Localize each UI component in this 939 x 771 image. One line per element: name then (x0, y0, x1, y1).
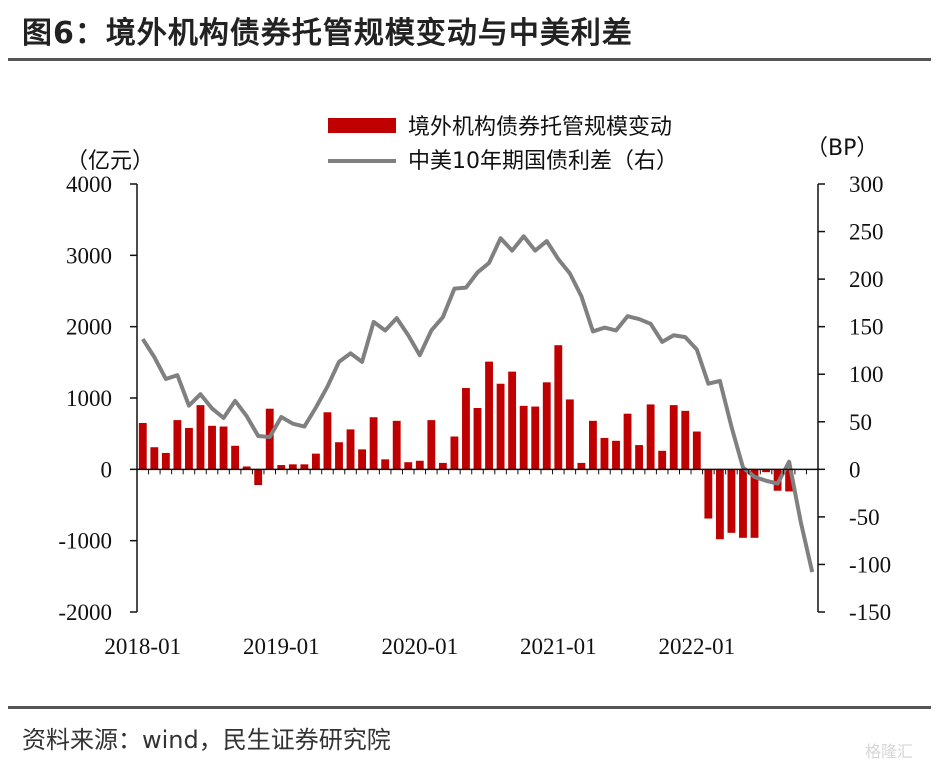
bar-2020-06 (473, 407, 482, 470)
left-tick-label: 4000 (66, 172, 112, 197)
right-tick-label: 200 (849, 267, 884, 292)
bar-2021-05 (600, 437, 609, 470)
right-tick-label: 50 (849, 410, 872, 435)
bar-2020-05 (462, 388, 470, 470)
bar-2018-05 (185, 427, 193, 470)
bar-2019-06 (335, 442, 343, 470)
bar-2018-02 (150, 447, 159, 470)
bar-2019-02 (288, 464, 297, 470)
bar-2018-10 (242, 466, 251, 470)
bar-2018-06 (196, 405, 205, 470)
bar-2018-01 (138, 422, 147, 470)
bar-2021-11 (669, 405, 678, 470)
left-tick-label: 0 (101, 457, 113, 482)
x-tick-label: 2018-01 (104, 634, 181, 659)
axes: 40003000200010000-1000-20003002502001501… (58, 172, 891, 659)
legend-bar-swatch (328, 118, 396, 133)
x-tick-label: 2019-01 (243, 634, 320, 659)
x-tick-label: 2022-01 (658, 634, 735, 659)
left-tick-label: -1000 (58, 529, 112, 554)
bar-2021-06 (612, 440, 620, 470)
left-unit-label: （亿元） (66, 149, 154, 174)
right-tick-label: 100 (849, 362, 884, 387)
bar-2020-09 (508, 371, 517, 470)
bar-2019-12 (404, 462, 413, 470)
bar-2019-08 (358, 449, 366, 470)
bar-2020-08 (496, 383, 505, 470)
right-unit-label: （BP） (806, 136, 878, 161)
right-tick-label: 150 (849, 315, 884, 340)
bar-2018-12 (265, 408, 274, 470)
footer-rule (8, 706, 931, 709)
bar-2022-06 (750, 469, 759, 538)
bar-2018-04 (173, 420, 182, 470)
bar-2019-04 (311, 453, 320, 470)
source-note: 资料来源：wind，民生证券研究院 (22, 726, 391, 754)
bar-2021-01 (554, 345, 563, 470)
bar-2022-07 (762, 469, 770, 473)
right-tick-label: -100 (849, 552, 891, 577)
chart: 40003000200010000-1000-20003002502001501… (58, 115, 891, 659)
x-tick-label: 2021-01 (520, 634, 597, 659)
left-tick-label: 2000 (66, 315, 112, 340)
legend: 境外机构债券托管规模变动 中美10年期国债利差（右） (328, 115, 678, 174)
right-tick-label: -50 (849, 505, 880, 530)
bar-2021-09 (646, 404, 655, 470)
bar-2020-03 (438, 462, 447, 470)
bar-2020-11 (531, 406, 540, 470)
bar-2021-10 (658, 450, 667, 470)
bar-2022-02 (704, 469, 713, 519)
legend-bar-label: 境外机构债券托管规模变动 (408, 115, 672, 140)
bar-2019-01 (277, 465, 286, 470)
bar-2019-09 (369, 417, 378, 470)
left-tick-label: 3000 (66, 243, 112, 268)
bar-2020-07 (485, 361, 493, 470)
bar-2018-11 (254, 469, 263, 486)
bar-2022-04 (727, 469, 736, 533)
bar-2018-09 (231, 445, 240, 470)
bar-2022-01 (692, 431, 701, 470)
bar-2018-03 (161, 452, 170, 470)
bar-2021-03 (577, 462, 586, 470)
bar-2021-12 (681, 410, 690, 470)
bar-2019-05 (323, 412, 332, 470)
bar-2019-07 (346, 429, 355, 470)
line-spread (141, 234, 815, 573)
right-tick-label: 300 (849, 172, 884, 197)
bar-2019-11 (392, 420, 401, 470)
bar-2021-07 (623, 413, 632, 470)
bar-2022-03 (715, 469, 724, 540)
right-tick-label: 0 (849, 457, 861, 482)
title-rule (8, 58, 931, 61)
bar-2021-04 (589, 420, 597, 470)
bar-2022-09 (785, 469, 794, 492)
bar-2020-12 (542, 382, 551, 470)
bar-2019-03 (300, 464, 309, 470)
bar-2019-10 (381, 459, 390, 470)
right-tick-label: -150 (849, 600, 891, 625)
right-tick-label: 250 (849, 220, 884, 245)
bar-2018-07 (208, 425, 216, 470)
bar-2021-02 (565, 399, 574, 470)
page-title: 图6：境外机构债券托管规模变动与中美利差 (22, 16, 633, 51)
bar-2022-05 (739, 469, 747, 538)
bar-2020-10 (519, 405, 528, 470)
left-tick-label: -2000 (58, 600, 112, 625)
line-series (141, 234, 815, 573)
legend-line-label: 中美10年期国债利差（右） (408, 149, 678, 174)
watermark: 格隆汇 (864, 742, 913, 761)
bar-2020-04 (450, 436, 459, 470)
bar-2018-08 (219, 426, 228, 470)
bar-2021-08 (635, 445, 644, 470)
left-tick-label: 1000 (66, 386, 112, 411)
bar-2020-02 (427, 420, 436, 470)
bar-2020-01 (415, 460, 424, 470)
bar-series (138, 345, 794, 540)
x-tick-label: 2020-01 (381, 634, 458, 659)
